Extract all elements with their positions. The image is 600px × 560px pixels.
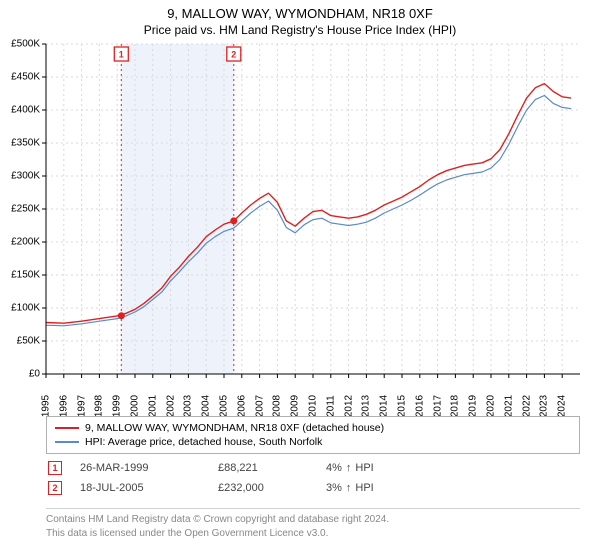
x-tick-label: 2024: [557, 395, 568, 417]
sale-price: £232,000: [218, 482, 308, 494]
x-tick-label: 1995: [41, 395, 52, 417]
x-tick-label: 1997: [76, 395, 87, 417]
y-tick-label: £500K: [11, 39, 40, 50]
title-address: 9, MALLOW WAY, WYMONDHAM, NR18 0XF: [0, 6, 600, 21]
x-tick-label: 2014: [379, 395, 390, 417]
chart-container: 9, MALLOW WAY, WYMONDHAM, NR18 0XF Price…: [0, 0, 600, 560]
sale-marker-badge: 2: [48, 481, 62, 495]
x-tick-label: 2010: [308, 395, 319, 417]
x-tick-label: 2003: [183, 395, 194, 417]
title-block: 9, MALLOW WAY, WYMONDHAM, NR18 0XF Price…: [0, 0, 600, 37]
x-tick-label: 2016: [414, 395, 425, 417]
sale-delta-pct: 4%: [326, 462, 342, 474]
legend: 9, MALLOW WAY, WYMONDHAM, NR18 0XF (deta…: [46, 416, 580, 454]
x-tick-label: 2021: [503, 395, 514, 417]
x-tick-label: 2001: [147, 395, 158, 417]
sale-delta: 3% ↑HPI: [326, 482, 416, 494]
svg-text:2: 2: [231, 50, 236, 60]
sale-delta-pct: 3%: [326, 482, 342, 494]
y-tick-label: £350K: [11, 138, 40, 149]
x-tick-label: 2004: [201, 395, 212, 417]
x-tick-label: 2019: [468, 395, 479, 417]
arrow-up-icon: ↑: [346, 482, 352, 494]
sale-price: £88,221: [218, 462, 308, 474]
x-tick-label: 1996: [58, 395, 69, 417]
x-tick-label: 2023: [539, 395, 550, 417]
legend-row: 9, MALLOW WAY, WYMONDHAM, NR18 0XF (deta…: [55, 421, 571, 435]
y-tick-label: £200K: [11, 237, 40, 248]
y-tick-label: £400K: [11, 105, 40, 116]
y-tick-label: £50K: [17, 336, 40, 347]
x-tick-label: 2007: [254, 395, 265, 417]
sale-row: 1 26-MAR-1999 £88,221 4% ↑HPI: [46, 458, 580, 478]
x-tick-label: 2008: [272, 395, 283, 417]
legend-swatch: [55, 441, 79, 443]
sale-date: 18-JUL-2005: [80, 482, 200, 494]
x-tick-label: 2009: [290, 395, 301, 417]
y-tick-label: £100K: [11, 303, 40, 314]
sale-delta: 4% ↑HPI: [326, 462, 416, 474]
x-tick-label: 1999: [112, 395, 123, 417]
arrow-up-icon: ↑: [346, 462, 352, 474]
y-tick-label: £300K: [11, 171, 40, 182]
x-tick-label: 2005: [219, 395, 230, 417]
footer-attribution: Contains HM Land Registry data © Crown c…: [46, 508, 580, 540]
x-tick-label: 2000: [130, 395, 141, 417]
y-tick-label: £250K: [11, 204, 40, 215]
x-axis: 1995199619971998199920002001200220032004…: [46, 378, 580, 412]
sales-table: 1 26-MAR-1999 £88,221 4% ↑HPI 2 18-JUL-2005 £23…: [46, 458, 580, 498]
x-tick-label: 2018: [450, 395, 461, 417]
footer-line1: Contains HM Land Registry data © Crown c…: [46, 513, 580, 527]
x-tick-label: 2017: [432, 395, 443, 417]
x-tick-label: 2011: [325, 395, 336, 417]
legend-label: HPI: Average price, detached house, Sout…: [85, 436, 322, 448]
title-subtitle: Price paid vs. HM Land Registry's House …: [0, 23, 600, 37]
x-tick-label: 2013: [361, 395, 372, 417]
y-tick-label: £0: [29, 369, 40, 380]
svg-text:1: 1: [119, 50, 124, 60]
x-tick-label: 2012: [343, 395, 354, 417]
legend-swatch: [55, 427, 79, 429]
x-tick-label: 2015: [397, 395, 408, 417]
footer-line2: This data is licensed under the Open Gov…: [46, 527, 580, 541]
chart-svg: 12: [46, 44, 580, 374]
sale-row: 2 18-JUL-2005 £232,000 3% ↑HPI: [46, 478, 580, 498]
legend-row: HPI: Average price, detached house, Sout…: [55, 435, 571, 449]
chart-plot-area: 12: [46, 44, 580, 374]
sale-delta-vs: HPI: [355, 462, 373, 474]
sale-date: 26-MAR-1999: [80, 462, 200, 474]
y-tick-label: £450K: [11, 72, 40, 83]
x-tick-label: 2022: [521, 395, 532, 417]
x-tick-label: 2006: [236, 395, 247, 417]
sale-marker-badge: 1: [48, 461, 62, 475]
x-tick-label: 2002: [165, 395, 176, 417]
x-tick-label: 1998: [94, 395, 105, 417]
y-tick-label: £150K: [11, 270, 40, 281]
legend-label: 9, MALLOW WAY, WYMONDHAM, NR18 0XF (deta…: [85, 422, 384, 434]
sale-delta-vs: HPI: [355, 482, 373, 494]
y-axis: £0£50K£100K£150K£200K£250K£300K£350K£400…: [0, 44, 44, 374]
x-tick-label: 2020: [486, 395, 497, 417]
